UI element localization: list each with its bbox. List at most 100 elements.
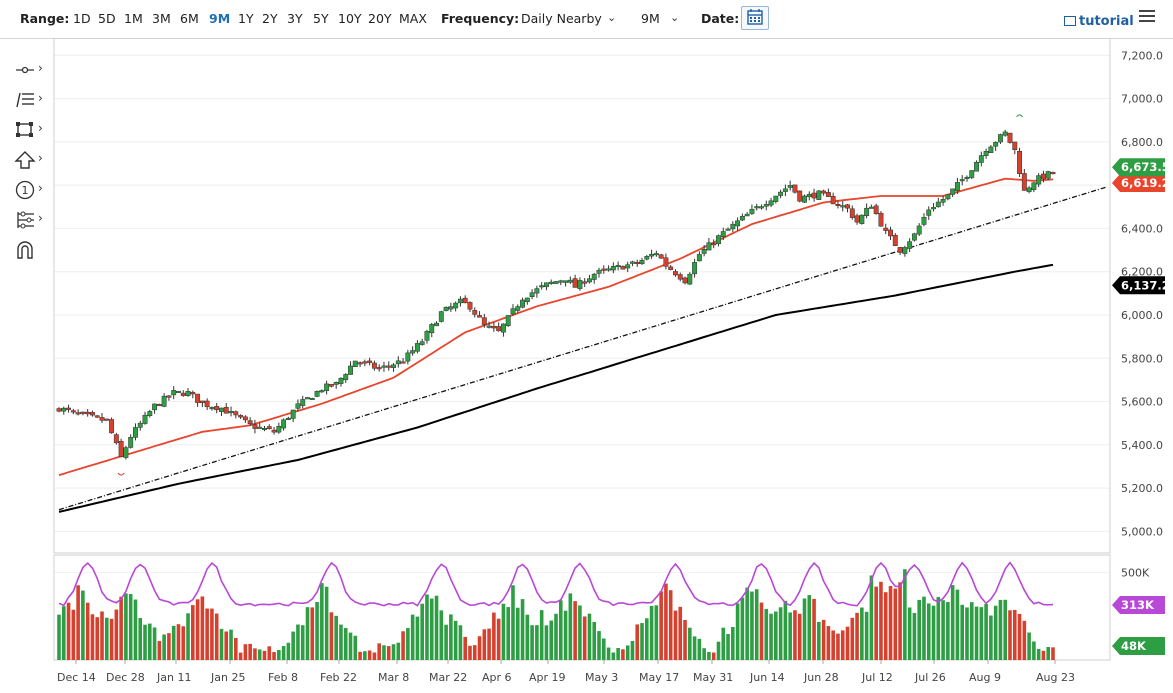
range-label: Range:: [20, 11, 70, 26]
candle-body: [802, 195, 807, 203]
candle: [954, 177, 960, 194]
candle: [1045, 170, 1051, 180]
candle: [300, 395, 306, 409]
range-1d[interactable]: 1D: [73, 11, 91, 26]
marker-tools[interactable]: 1 ›: [10, 176, 54, 206]
volume-bar: [229, 629, 233, 660]
volume-bar: [989, 615, 993, 660]
candle-body: [524, 297, 530, 303]
arrow-tools[interactable]: ›: [10, 146, 54, 176]
period-select[interactable]: 9M: [641, 11, 660, 26]
candle: [649, 249, 655, 259]
candle: [825, 188, 831, 197]
candle-body: [262, 428, 267, 431]
candle-body: [133, 427, 138, 438]
volume-bar: [778, 607, 783, 660]
candle-body: [577, 280, 583, 289]
candle-body: [754, 206, 760, 209]
range-1y[interactable]: 1Y: [238, 11, 254, 26]
candle: [94, 415, 100, 419]
volume-bar: [382, 645, 386, 660]
volume-bar: [109, 618, 114, 660]
last-price-badge-text: 6,673.5: [1121, 160, 1170, 174]
range-5y[interactable]: 5Y: [313, 11, 329, 26]
candle: [548, 279, 554, 285]
date-picker-button[interactable]: [741, 6, 769, 30]
candle: [587, 274, 592, 284]
trendline-tools[interactable]: ›: [10, 86, 54, 116]
candle-body: [348, 365, 353, 375]
candle-body: [744, 213, 750, 217]
candle: [195, 393, 201, 407]
range-3m[interactable]: 3M: [152, 11, 171, 26]
range-6m[interactable]: 6M: [180, 11, 199, 26]
range-3y[interactable]: 3Y: [287, 11, 303, 26]
magnet-tool[interactable]: [10, 236, 54, 266]
candle-body: [974, 161, 979, 172]
candle: [314, 390, 320, 398]
range-5d[interactable]: 5D: [98, 11, 116, 26]
candle: [128, 434, 134, 449]
volume-bar: [415, 616, 420, 660]
chevron-down-icon[interactable]: ⌄: [607, 11, 617, 24]
shape-tools[interactable]: ›: [10, 116, 54, 146]
candle-body: [997, 134, 1003, 143]
date-tick-label: Dec 28: [106, 671, 145, 684]
volume-bar: [568, 593, 573, 660]
volume-bar: [324, 586, 329, 660]
candle: [400, 358, 406, 364]
candle: [978, 151, 984, 167]
volume-bar: [66, 602, 71, 660]
range-2y[interactable]: 2Y: [262, 11, 278, 26]
crosshair-tool[interactable]: ›: [10, 56, 54, 86]
volume-bar: [71, 609, 76, 660]
volume-bar: [754, 589, 759, 660]
volume-bar: [425, 594, 429, 660]
volume-bar: [61, 606, 66, 660]
candle: [711, 239, 717, 249]
volume-bar: [1051, 647, 1055, 660]
hamburger-menu-icon[interactable]: [1139, 10, 1155, 24]
volume-bar: [114, 609, 119, 660]
range-10y[interactable]: 10Y: [338, 11, 362, 26]
fibonacci-tools[interactable]: ›: [10, 206, 54, 236]
range-max[interactable]: MAX: [399, 11, 427, 26]
candle-body: [104, 418, 110, 421]
candle-body: [993, 141, 999, 147]
frequency-select[interactable]: Daily Nearby: [521, 11, 602, 26]
candle-body: [477, 315, 482, 318]
range-1m[interactable]: 1M: [124, 11, 143, 26]
volume-bar: [817, 621, 821, 660]
tutorial-link[interactable]: tutorial: [1064, 14, 1134, 29]
candle: [720, 227, 726, 241]
candle-body: [252, 424, 258, 429]
volume-bar: [874, 586, 878, 660]
candle-body: [649, 253, 655, 257]
price-chart[interactable]: 7,200.07,000.06,800.06,600.06,400.06,200…: [0, 38, 1173, 693]
chevron-right-icon: ›: [38, 151, 43, 165]
volume-bar: [205, 608, 209, 660]
trendline-path: [58, 186, 1106, 511]
film-icon: [1064, 16, 1076, 26]
candle-body: [668, 266, 674, 270]
candle: [601, 265, 607, 274]
volume-bar: [238, 652, 243, 660]
candle-body: [677, 274, 683, 280]
candle: [773, 195, 779, 204]
candle-body: [534, 288, 540, 294]
candle: [983, 148, 989, 159]
candle-body: [716, 235, 721, 245]
candle: [123, 445, 129, 460]
candle: [931, 202, 936, 212]
range-9m[interactable]: 9M: [209, 11, 231, 26]
range-20y[interactable]: 20Y: [368, 11, 392, 26]
chevron-down-icon[interactable]: ⌄: [670, 11, 680, 24]
candle: [811, 188, 817, 202]
candle: [577, 277, 583, 291]
volume-bar: [181, 626, 186, 660]
candle: [959, 175, 965, 186]
candle: [854, 213, 860, 225]
candle-body: [190, 392, 196, 395]
volume-bar: [735, 603, 740, 660]
date-tick-label: Jul 26: [914, 671, 946, 684]
